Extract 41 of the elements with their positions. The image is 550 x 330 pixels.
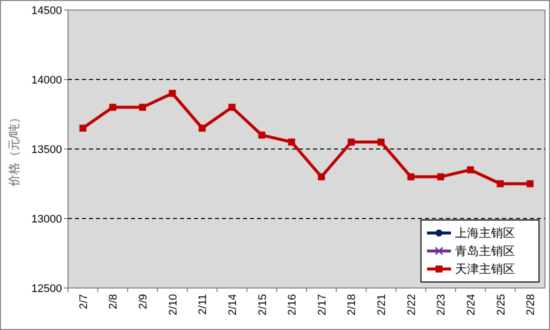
point [109, 104, 116, 111]
point [378, 138, 385, 146]
x-tick-label: 2/28 [525, 294, 538, 316]
point [198, 124, 206, 132]
y-tick-label: 14000 [31, 74, 62, 86]
point [258, 132, 266, 139]
point [288, 138, 296, 146]
y-tick-label: 14500 [31, 5, 62, 17]
x-tick-label: 2/24 [465, 294, 478, 316]
point [228, 104, 236, 111]
legend-label: 上海主销区 [455, 226, 515, 240]
y-tick-label: 12500 [31, 283, 62, 295]
x-tick-label: 2/14 [226, 294, 239, 316]
point [496, 180, 504, 188]
point [139, 104, 146, 111]
x-tick-label: 2/10 [167, 294, 180, 316]
x-tick-label: 2/16 [286, 294, 299, 316]
x-tick-label: 2/17 [316, 294, 328, 316]
y-axis-title: 价格（元/吨） [7, 111, 21, 188]
point [466, 166, 474, 174]
y-tick-label: 13000 [31, 214, 62, 226]
x-tick-label: 2/15 [256, 294, 269, 316]
x-tick-label: 2/8 [108, 294, 120, 310]
point [437, 173, 444, 180]
point [318, 173, 325, 180]
point [526, 180, 534, 188]
x-tick-label: 2/23 [436, 294, 448, 316]
y-tick-label: 13500 [31, 144, 62, 156]
point [407, 173, 414, 180]
x-tick-label: 2/18 [346, 294, 358, 316]
legend-label: 天津主销区 [455, 262, 515, 276]
point [79, 124, 86, 132]
x-tick-label: 2/7 [78, 294, 90, 310]
x-tick-label: 2/9 [138, 294, 150, 310]
x-tick-label: 2/22 [406, 294, 418, 316]
x-tick-label: 2/25 [495, 294, 508, 316]
x-tick-label: 2/11 [197, 294, 210, 315]
x-tick-label: 2/21 [376, 294, 388, 316]
point [348, 138, 355, 146]
point [168, 90, 176, 97]
legend-label: 青岛主销区 [455, 244, 515, 258]
